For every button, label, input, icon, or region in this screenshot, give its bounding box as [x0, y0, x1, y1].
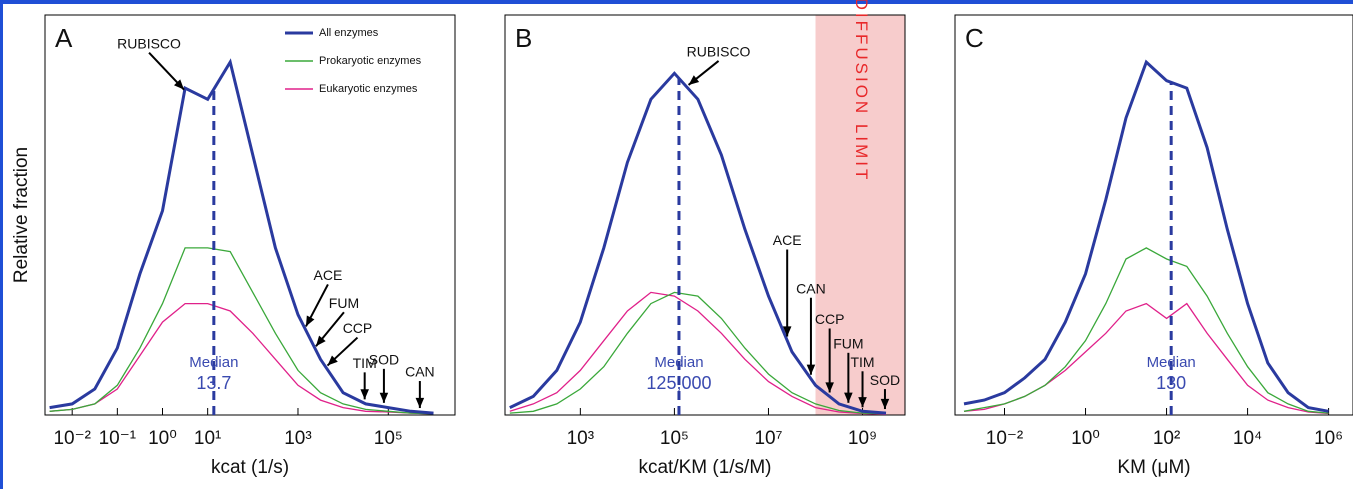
median-label: Median: [654, 354, 703, 371]
annotation-label: RUBISCO: [687, 44, 751, 60]
x-tick-label: 10⁻²: [53, 428, 91, 449]
series-line: [509, 291, 887, 415]
x-tick-label: 10⁶: [1314, 428, 1343, 449]
x-tick-label: 10⁻²: [986, 428, 1024, 449]
median-label: Median: [1147, 354, 1196, 371]
annotation-label: ACE: [773, 232, 802, 248]
x-tick-label: 10¹: [194, 428, 221, 449]
frame-left: [0, 0, 3, 489]
arrow-head: [688, 75, 700, 85]
x-tick-label: 10⁰: [148, 428, 177, 449]
annotation-label: CAN: [405, 364, 435, 380]
median-value: 125,000: [646, 373, 711, 393]
plot-frame: [504, 14, 906, 416]
plot-frame: [44, 14, 456, 416]
annotation-label: TIM: [850, 354, 874, 370]
annotation-label: FUM: [833, 336, 863, 352]
x-axis-label: KM (μM): [1117, 457, 1190, 478]
arrow-head: [806, 364, 816, 375]
arrow-head: [880, 398, 890, 410]
x-tick-label: 10⁷: [754, 428, 782, 449]
arrow-head: [305, 315, 315, 327]
annotation-label: FUM: [329, 295, 359, 311]
annotation-label: CCP: [343, 320, 373, 336]
annotation-label: CAN: [796, 281, 826, 297]
x-tick-label: 10⁴: [1233, 428, 1262, 449]
median-value: 130: [1156, 373, 1186, 393]
x-axis-label: kcat (1/s): [211, 457, 289, 478]
arrow-head: [825, 382, 834, 393]
series-line: [509, 291, 887, 415]
x-tick-label: 10⁰: [1071, 428, 1100, 449]
arrow-head: [844, 392, 853, 403]
arrow-head: [782, 326, 792, 337]
x-tick-label: 10³: [284, 428, 311, 449]
x-tick-label: 10⁻¹: [99, 428, 137, 449]
median-label: Median: [189, 354, 238, 371]
median-value: 13.7: [196, 373, 231, 393]
x-axis-label: kcat/KM (1/s/M): [638, 457, 771, 478]
x-tick-label: 10⁹: [848, 428, 877, 449]
plot-frame: [954, 14, 1353, 416]
x-tick-label: 10⁵: [660, 428, 689, 449]
arrow-head: [360, 389, 369, 400]
series-line: [963, 247, 1329, 414]
series-line: [49, 302, 434, 415]
arrow-head: [379, 392, 389, 403]
x-tick-label: 10⁵: [374, 428, 403, 449]
annotation-label: RUBISCO: [117, 35, 181, 51]
series-line: [963, 59, 1329, 413]
annotation-label: CCP: [815, 311, 845, 327]
arrow-head: [315, 335, 326, 347]
annotation-label: TIM: [353, 355, 377, 371]
legend-label: All enzymes: [319, 27, 379, 39]
shaded-region-label: DIFFUSION LIMIT: [852, 0, 871, 182]
series-line: [509, 71, 887, 415]
arrow-head: [858, 397, 867, 408]
panel-label: C: [965, 23, 984, 53]
x-tick-label: 10³: [567, 428, 594, 449]
arrow-head: [327, 355, 338, 366]
arrow-head: [415, 397, 425, 409]
panel-label: B: [515, 23, 532, 53]
legend-label: Prokaryotic enzymes: [319, 55, 422, 67]
annotation-label: ACE: [314, 267, 343, 283]
series-line: [49, 58, 434, 415]
frame-top: [0, 0, 1353, 4]
series-line: [49, 247, 434, 415]
y-axis-label: Relative fraction: [11, 147, 32, 283]
annotation-label: SOD: [369, 352, 399, 368]
legend-label: Eukaryotic enzymes: [319, 83, 418, 95]
annotation-label: SOD: [870, 372, 900, 388]
panel-label: A: [55, 23, 73, 53]
x-tick-label: 10²: [1153, 428, 1180, 449]
arrow-head: [173, 79, 185, 90]
